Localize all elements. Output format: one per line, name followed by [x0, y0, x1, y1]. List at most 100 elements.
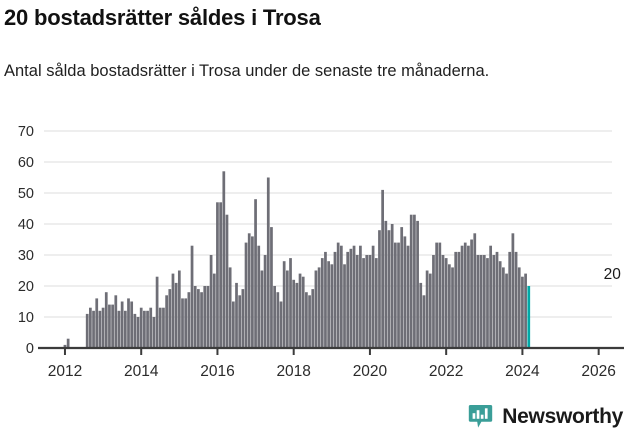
bar	[476, 255, 480, 348]
bar-chart-bubble-icon	[468, 404, 493, 429]
y-tick-label-group: 0 10 20 30 40 50 60 70	[18, 124, 34, 357]
bar	[384, 220, 388, 348]
bar	[206, 286, 210, 348]
bar	[457, 251, 461, 348]
bar	[308, 295, 311, 348]
bar	[158, 307, 162, 348]
y-tick-label: 60	[18, 155, 34, 171]
bar	[416, 220, 419, 348]
bar	[251, 236, 254, 348]
bar	[317, 267, 321, 348]
bar	[285, 270, 289, 348]
bar	[193, 286, 197, 348]
bar	[432, 255, 435, 348]
bar	[235, 282, 238, 348]
annotation-group: 2020	[602, 264, 624, 285]
bar	[238, 295, 242, 348]
bar	[505, 273, 508, 348]
bar	[508, 251, 512, 348]
bar	[355, 255, 359, 348]
bar	[463, 242, 467, 348]
bar	[473, 233, 477, 348]
bar	[117, 310, 121, 348]
bar	[425, 270, 429, 348]
bar	[362, 258, 365, 348]
bar	[111, 304, 114, 348]
bar	[197, 289, 200, 348]
bar	[514, 251, 518, 348]
bar	[460, 245, 464, 348]
bar	[521, 276, 524, 348]
bar	[63, 344, 67, 348]
chart-subtitle: Antal sålda bostadsrätter i Trosa under …	[4, 62, 490, 80]
bar	[123, 310, 127, 348]
bar	[247, 233, 251, 348]
x-tick-label: 2014	[124, 363, 159, 380]
bar	[451, 267, 454, 348]
bar	[413, 214, 416, 348]
bar	[368, 255, 372, 348]
bar	[101, 307, 105, 348]
bar	[324, 251, 327, 348]
bar	[482, 255, 486, 348]
bar	[511, 233, 515, 348]
bar	[419, 282, 423, 348]
bars-group	[63, 171, 531, 348]
bar	[203, 286, 207, 348]
bar	[104, 292, 108, 348]
bar	[168, 289, 172, 348]
bar	[146, 310, 149, 348]
bar	[270, 227, 273, 348]
x-tick-label: 2024	[505, 363, 540, 380]
bar	[524, 273, 527, 348]
bar	[139, 307, 143, 348]
bar	[244, 242, 248, 348]
page-title: 20 bostadsrätter såldes i Trosa	[4, 5, 321, 30]
bar	[435, 242, 439, 348]
bar	[130, 301, 134, 348]
bar	[149, 307, 153, 348]
bar	[266, 177, 270, 348]
bar	[470, 239, 473, 348]
bar	[190, 245, 194, 348]
bar	[486, 258, 489, 348]
bar	[89, 307, 92, 348]
y-tick-label: 70	[18, 124, 34, 140]
bar	[276, 292, 280, 348]
bar	[260, 270, 264, 348]
x-tick-label-group: 2012 2014 2016 2018 2020 2022 2024 2026	[48, 363, 616, 380]
bar	[339, 245, 343, 348]
bar	[155, 276, 159, 348]
bar	[165, 295, 168, 348]
bar	[298, 273, 302, 348]
bar	[187, 292, 191, 348]
bar	[378, 230, 381, 348]
x-tick-label: 2016	[200, 363, 234, 380]
bar	[171, 273, 175, 348]
bar	[343, 264, 346, 348]
bar	[387, 230, 391, 348]
y-tick-label: 20	[18, 279, 34, 295]
bar	[301, 276, 305, 348]
bar	[409, 214, 413, 348]
bar	[381, 189, 384, 348]
y-tick-label: 30	[18, 248, 34, 264]
bar	[422, 295, 426, 348]
bar	[400, 227, 404, 348]
bar	[314, 270, 318, 348]
bar	[393, 242, 397, 348]
bar	[162, 307, 165, 348]
x-tick-label: 2020	[353, 363, 388, 380]
bar	[501, 267, 505, 348]
bar	[263, 255, 267, 348]
bar	[428, 273, 432, 348]
bar	[441, 255, 445, 348]
bar	[454, 251, 458, 348]
bar	[467, 245, 470, 348]
bar	[143, 310, 146, 348]
annotation-halo: 20	[604, 266, 622, 283]
bar	[349, 248, 353, 348]
y-tick-label: 10	[18, 310, 34, 326]
bar	[184, 298, 188, 348]
